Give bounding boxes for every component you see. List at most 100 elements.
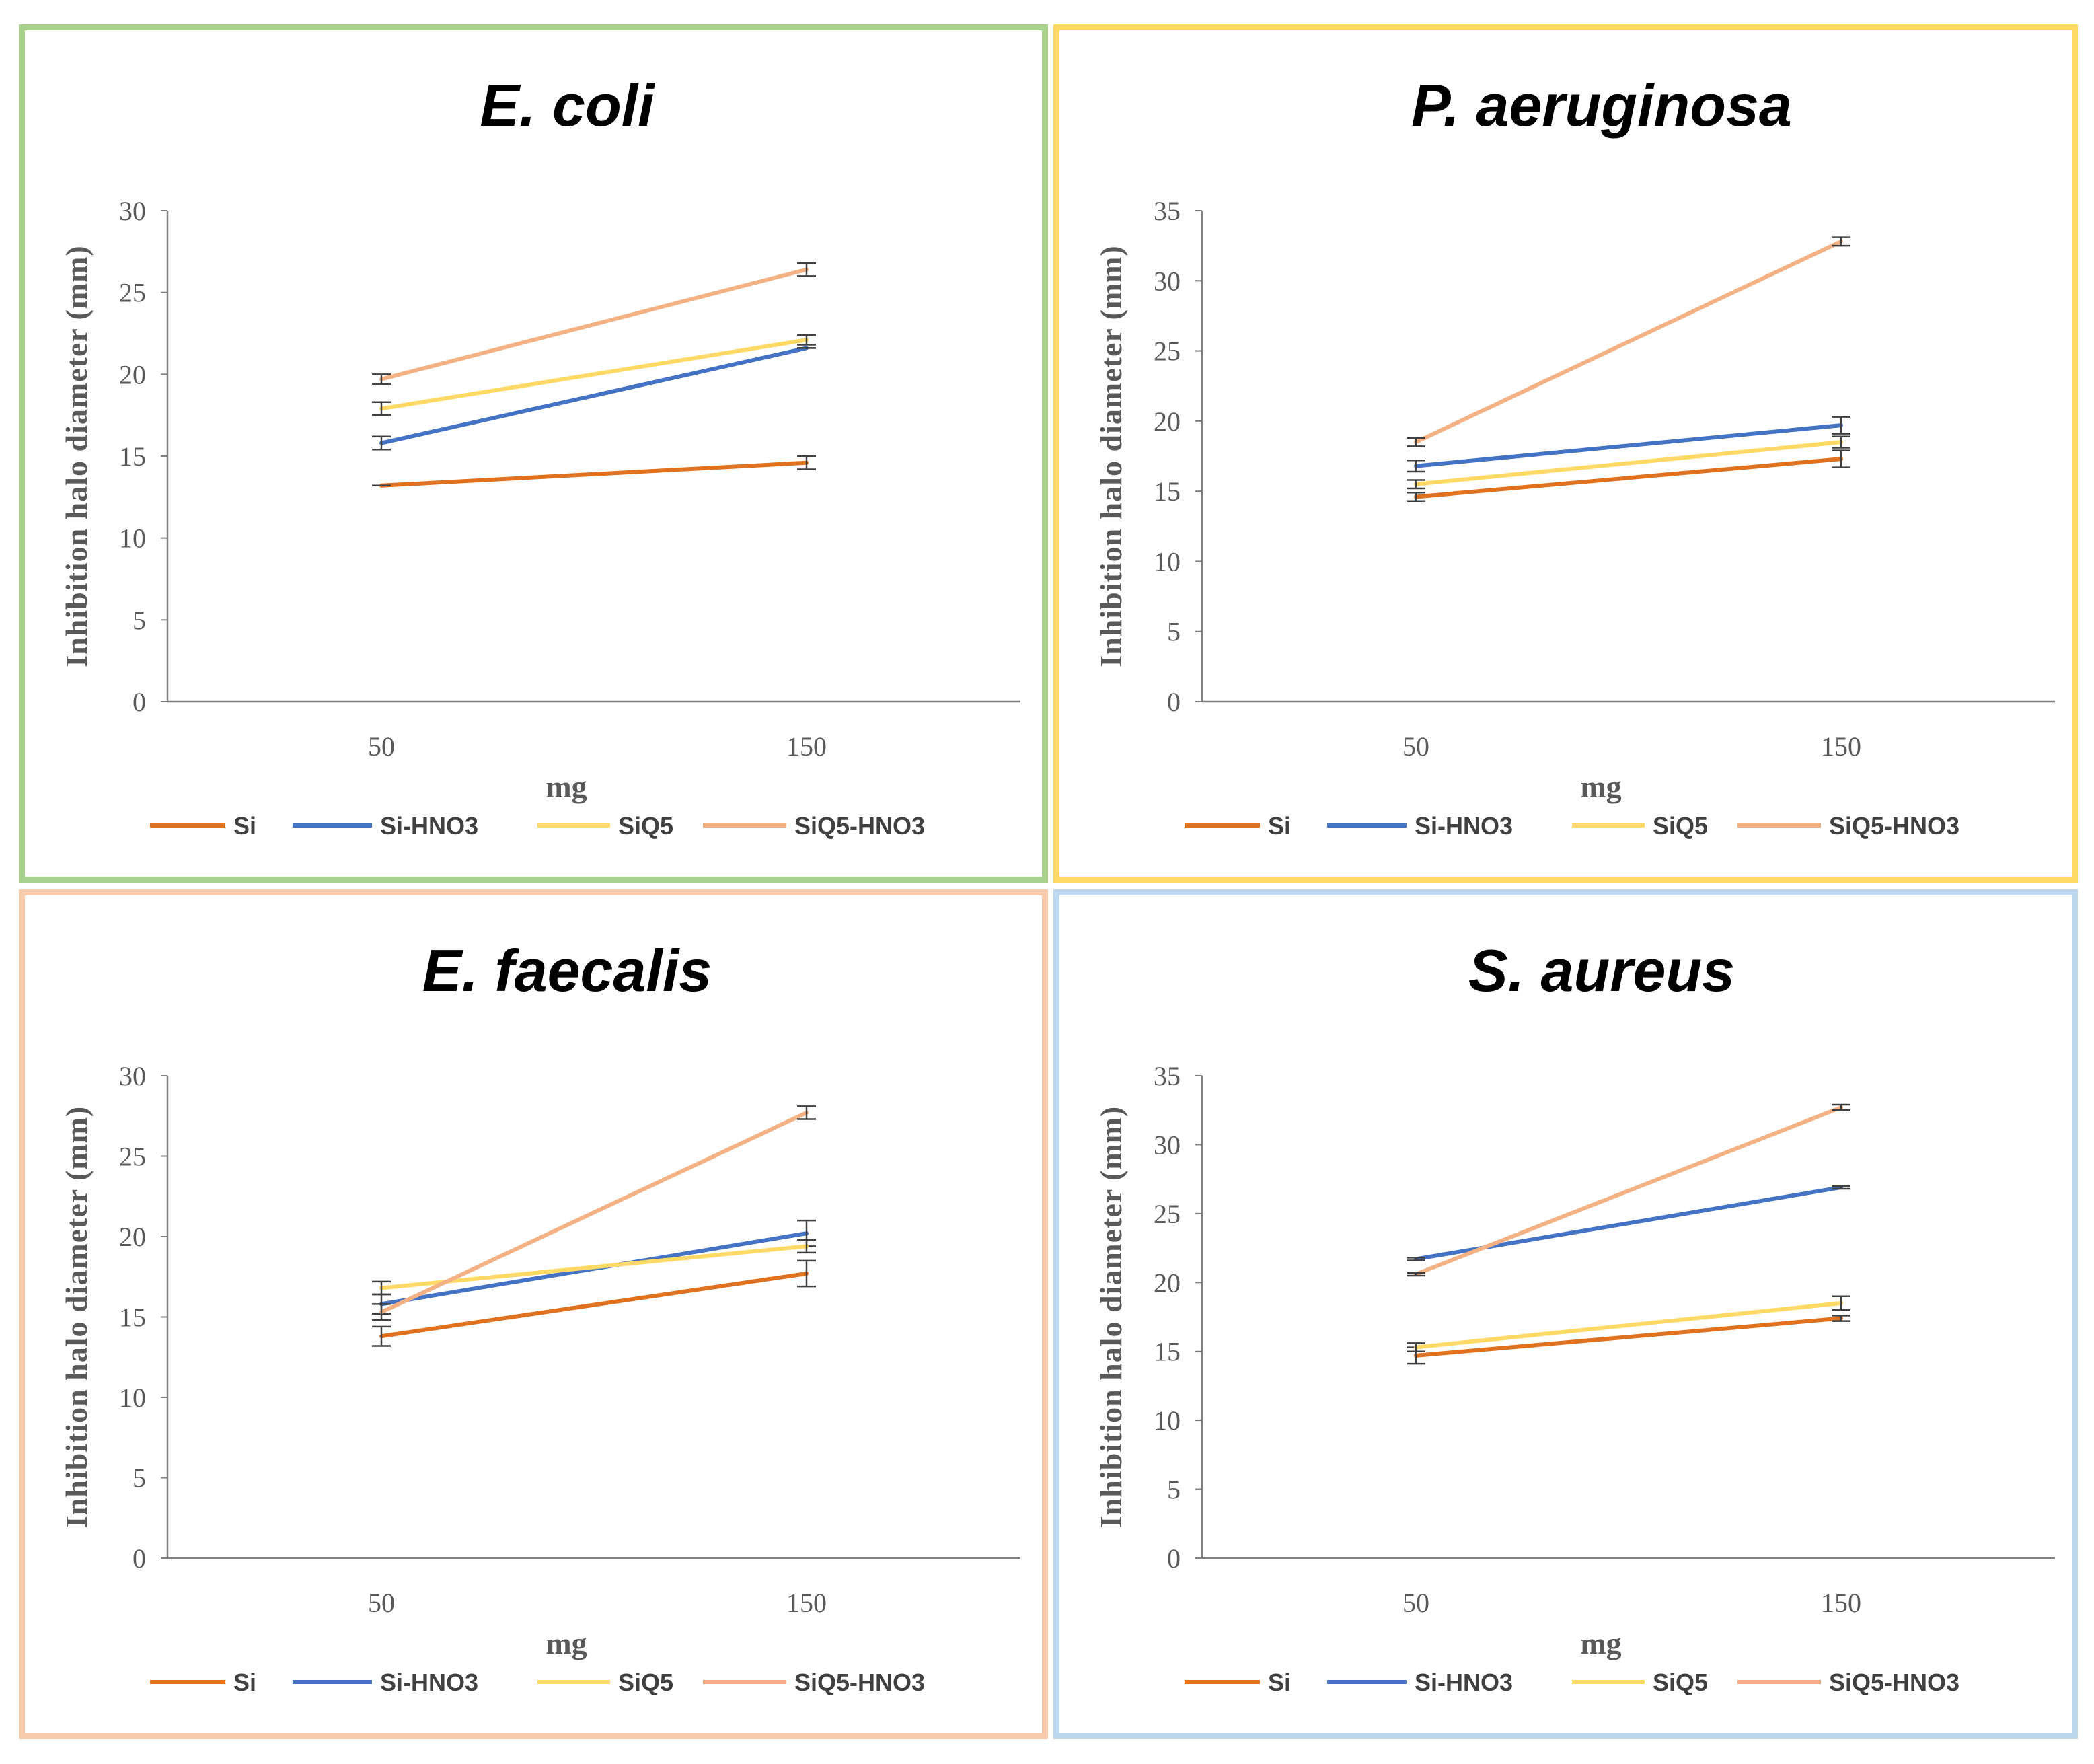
error-bar [1832, 435, 1850, 449]
series-siq5-hno3 [1407, 236, 1850, 447]
legend-item-si-hno3: Si-HNO3 [293, 1668, 478, 1696]
legend-label: Si [233, 812, 256, 840]
legend-item-siq5-hno3: SiQ5-HNO3 [1737, 1668, 1959, 1696]
y-tick-label: 35 [1154, 1061, 1181, 1091]
legend-item-si-hno3: Si-HNO3 [1327, 812, 1513, 840]
error-bar [1407, 460, 1425, 473]
legend-item-si-hno3: Si-HNO3 [1327, 1668, 1513, 1696]
legend-label: Si-HNO3 [1415, 812, 1513, 840]
y-tick-label: 30 [119, 196, 146, 226]
legend-item-siq5-hno3: SiQ5-HNO3 [703, 812, 925, 840]
error-bar [372, 373, 391, 385]
chart-panel-p-aeruginosa: P. aeruginosa 0 5 10 15 20 25 30 35 50 150 mg Inhibi… [1053, 24, 2078, 883]
legend-label: Si [1268, 812, 1291, 840]
x-axis-label: mg [1580, 1626, 1621, 1660]
y-tick-label: 15 [1154, 1337, 1181, 1367]
y-tick-label: 30 [119, 1061, 146, 1091]
legend-item-siq5: SiQ5 [1572, 812, 1708, 840]
legend-label: SiQ5 [618, 812, 673, 840]
series-si [1407, 449, 1850, 502]
error-bar [797, 1105, 816, 1120]
y-tick-label: 0 [1167, 1543, 1181, 1574]
chart-title: E. faecalis [422, 937, 712, 1004]
legend-item-si: Si [150, 812, 256, 840]
error-bar [1407, 491, 1425, 502]
series-si [372, 1259, 816, 1347]
y-tick-label: 15 [119, 441, 146, 472]
y-tick-label: 10 [1154, 1405, 1181, 1436]
error-bar [1832, 449, 1850, 468]
y-tick-label: 5 [1167, 617, 1181, 647]
chart-panel-e-faecalis: E. faecalis 0 5 10 15 20 25 30 50 150 mg Inhibition… [19, 889, 1048, 1739]
chart-title: S. aureus [1468, 937, 1735, 1004]
legend-label: Si [1268, 1668, 1291, 1696]
legend-item-siq5: SiQ5 [537, 812, 673, 840]
y-tick-label: 20 [119, 359, 146, 390]
error-bar [372, 435, 391, 451]
y-axis-label: Inhibition halo diameter (mm) [1094, 245, 1128, 667]
error-bar [1407, 437, 1425, 447]
error-bar [1832, 416, 1850, 435]
legend-label: Si-HNO3 [1415, 1668, 1513, 1696]
error-bar [1832, 1103, 1850, 1111]
series-siq5 [372, 334, 816, 416]
series-line-siq5-hno3 [379, 1110, 809, 1315]
series-line-siq5-hno3 [1414, 239, 1843, 445]
error-bar [1407, 1342, 1425, 1352]
error-bar [1407, 1272, 1425, 1277]
y-tick-label: 0 [133, 687, 146, 717]
error-bar [372, 401, 391, 416]
legend-label: SiQ5 [1653, 812, 1708, 840]
series-line-siq5 [1414, 1301, 1843, 1350]
series-line-si [379, 1271, 809, 1339]
chart-panel-s-aureus: S. aureus 0 5 10 15 20 25 30 35 50 150 mg Inhibition… [1053, 889, 2078, 1739]
error-bar [1407, 479, 1425, 490]
y-tick-label: 5 [133, 1463, 146, 1494]
y-tick-label: 0 [133, 1543, 146, 1574]
x-tick-label: 150 [786, 1588, 827, 1618]
series-si-hno3 [372, 346, 816, 451]
series-siq5 [1407, 435, 1850, 490]
y-tick-label: 15 [1154, 476, 1181, 507]
y-axis-label: Inhibition halo diameter (mm) [1094, 1106, 1128, 1528]
chart-svg-e-faecalis: E. faecalis 0 5 10 15 20 25 30 50 150 mg Inhibition… [59, 937, 1020, 1696]
legend-item-siq5-hno3: SiQ5-HNO3 [1737, 812, 1959, 840]
series-si-hno3 [1407, 416, 1850, 473]
y-tick-label: 25 [119, 1142, 146, 1172]
error-bar [797, 262, 816, 277]
series-siq5-hno3 [1407, 1103, 1850, 1277]
y-tick-label: 30 [1154, 266, 1181, 296]
error-bar [1832, 236, 1850, 247]
error-bar [372, 1280, 391, 1296]
error-bar [1832, 1295, 1850, 1311]
x-tick-label: 150 [1821, 1588, 1861, 1618]
legend-item-si: Si [150, 1668, 256, 1696]
y-tick-label: 10 [1154, 546, 1181, 577]
chart-svg-s-aureus: S. aureus 0 5 10 15 20 25 30 35 50 150 mg Inhibition… [1094, 937, 2055, 1696]
series-line-si-hno3 [379, 346, 809, 445]
y-axis-label: Inhibition halo diameter (mm) [59, 1106, 94, 1528]
error-bar [797, 334, 816, 346]
legend-item-siq5: SiQ5 [1572, 1668, 1708, 1696]
legend-item-siq5-hno3: SiQ5-HNO3 [703, 1668, 925, 1696]
legend-label: SiQ5-HNO3 [794, 1668, 925, 1696]
y-tick-label: 35 [1154, 196, 1181, 226]
series-line-si-hno3 [1414, 423, 1843, 468]
x-axis-label: mg [1580, 770, 1621, 804]
y-tick-label: 20 [1154, 1267, 1181, 1298]
y-tick-label: 20 [1154, 406, 1181, 437]
series-line-siq5 [1414, 440, 1843, 486]
error-bar [372, 1325, 391, 1347]
series-line-siq5-hno3 [1414, 1105, 1843, 1276]
y-tick-label: 5 [133, 605, 146, 635]
legend-label: Si-HNO3 [380, 1668, 478, 1696]
series-si [372, 455, 816, 488]
x-axis-label: mg [546, 1626, 587, 1660]
x-tick-label: 50 [368, 731, 395, 762]
legend-label: SiQ5-HNO3 [1829, 812, 1959, 840]
y-axis-label: Inhibition halo diameter (mm) [59, 245, 94, 667]
legend: Si Si-HNO3 SiQ5 SiQ5-HNO3 [150, 812, 925, 840]
legend: Si Si-HNO3 SiQ5 SiQ5-HNO3 [1185, 1668, 1959, 1696]
error-bar [1407, 1257, 1425, 1261]
series-line-si [1414, 1316, 1843, 1358]
